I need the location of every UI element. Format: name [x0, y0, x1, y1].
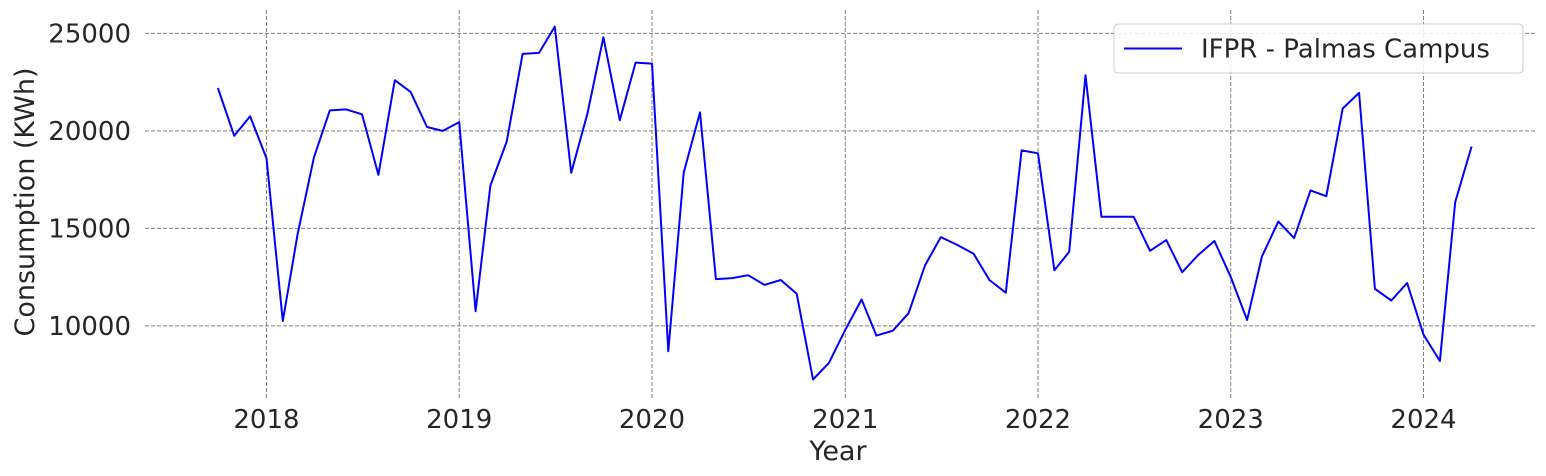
y-tick-label: 20000: [48, 117, 131, 147]
x-tick-label: 2022: [1005, 405, 1071, 435]
x-tick-label: 2018: [233, 405, 299, 435]
y-tick-label: 15000: [48, 214, 131, 244]
x-axis-title: Year: [808, 436, 867, 467]
series-line: [216, 25, 1473, 381]
legend-box: [1113, 23, 1524, 74]
x-tick-label: 2024: [1390, 405, 1456, 435]
tick-labels: 2018 2019 2020 2021 2022 2023 2024 10000 15000 20…: [48, 19, 1456, 435]
y-tick-label: 25000: [48, 19, 131, 49]
y-tick-label: 10000: [48, 312, 131, 342]
x-tick-label: 2019: [426, 405, 492, 435]
series-layer: [216, 25, 1473, 381]
x-tick-label: 2020: [619, 405, 685, 435]
x-tick-label: 2021: [812, 405, 878, 435]
legend: IFPR - Palmas Campus: [1113, 23, 1524, 74]
x-tick-label: 2023: [1198, 405, 1264, 435]
y-axis-title: Consumption (KWh): [10, 67, 41, 336]
legend-label: IFPR - Palmas Campus: [1201, 35, 1490, 65]
